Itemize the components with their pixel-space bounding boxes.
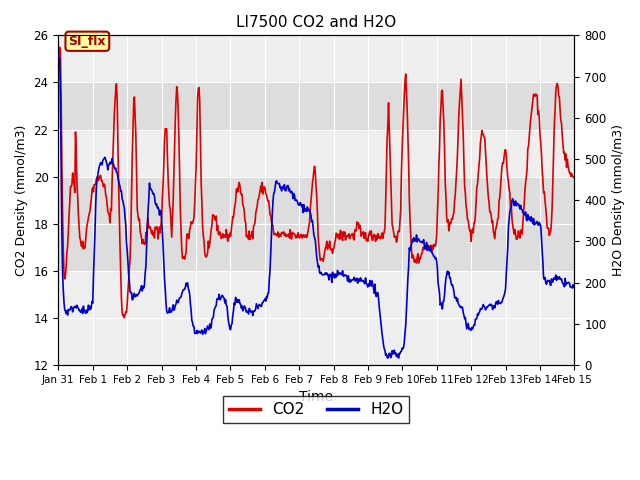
X-axis label: Time: Time (300, 390, 333, 404)
Y-axis label: H2O Density (mmol/m3): H2O Density (mmol/m3) (612, 124, 625, 276)
Text: SI_flx: SI_flx (68, 35, 106, 48)
Y-axis label: CO2 Density (mmol/m3): CO2 Density (mmol/m3) (15, 124, 28, 276)
Bar (58, 83, 575, 130)
Bar (58, 177, 575, 271)
Legend: CO2, H2O: CO2, H2O (223, 396, 410, 423)
Title: LI7500 CO2 and H2O: LI7500 CO2 and H2O (236, 15, 397, 30)
